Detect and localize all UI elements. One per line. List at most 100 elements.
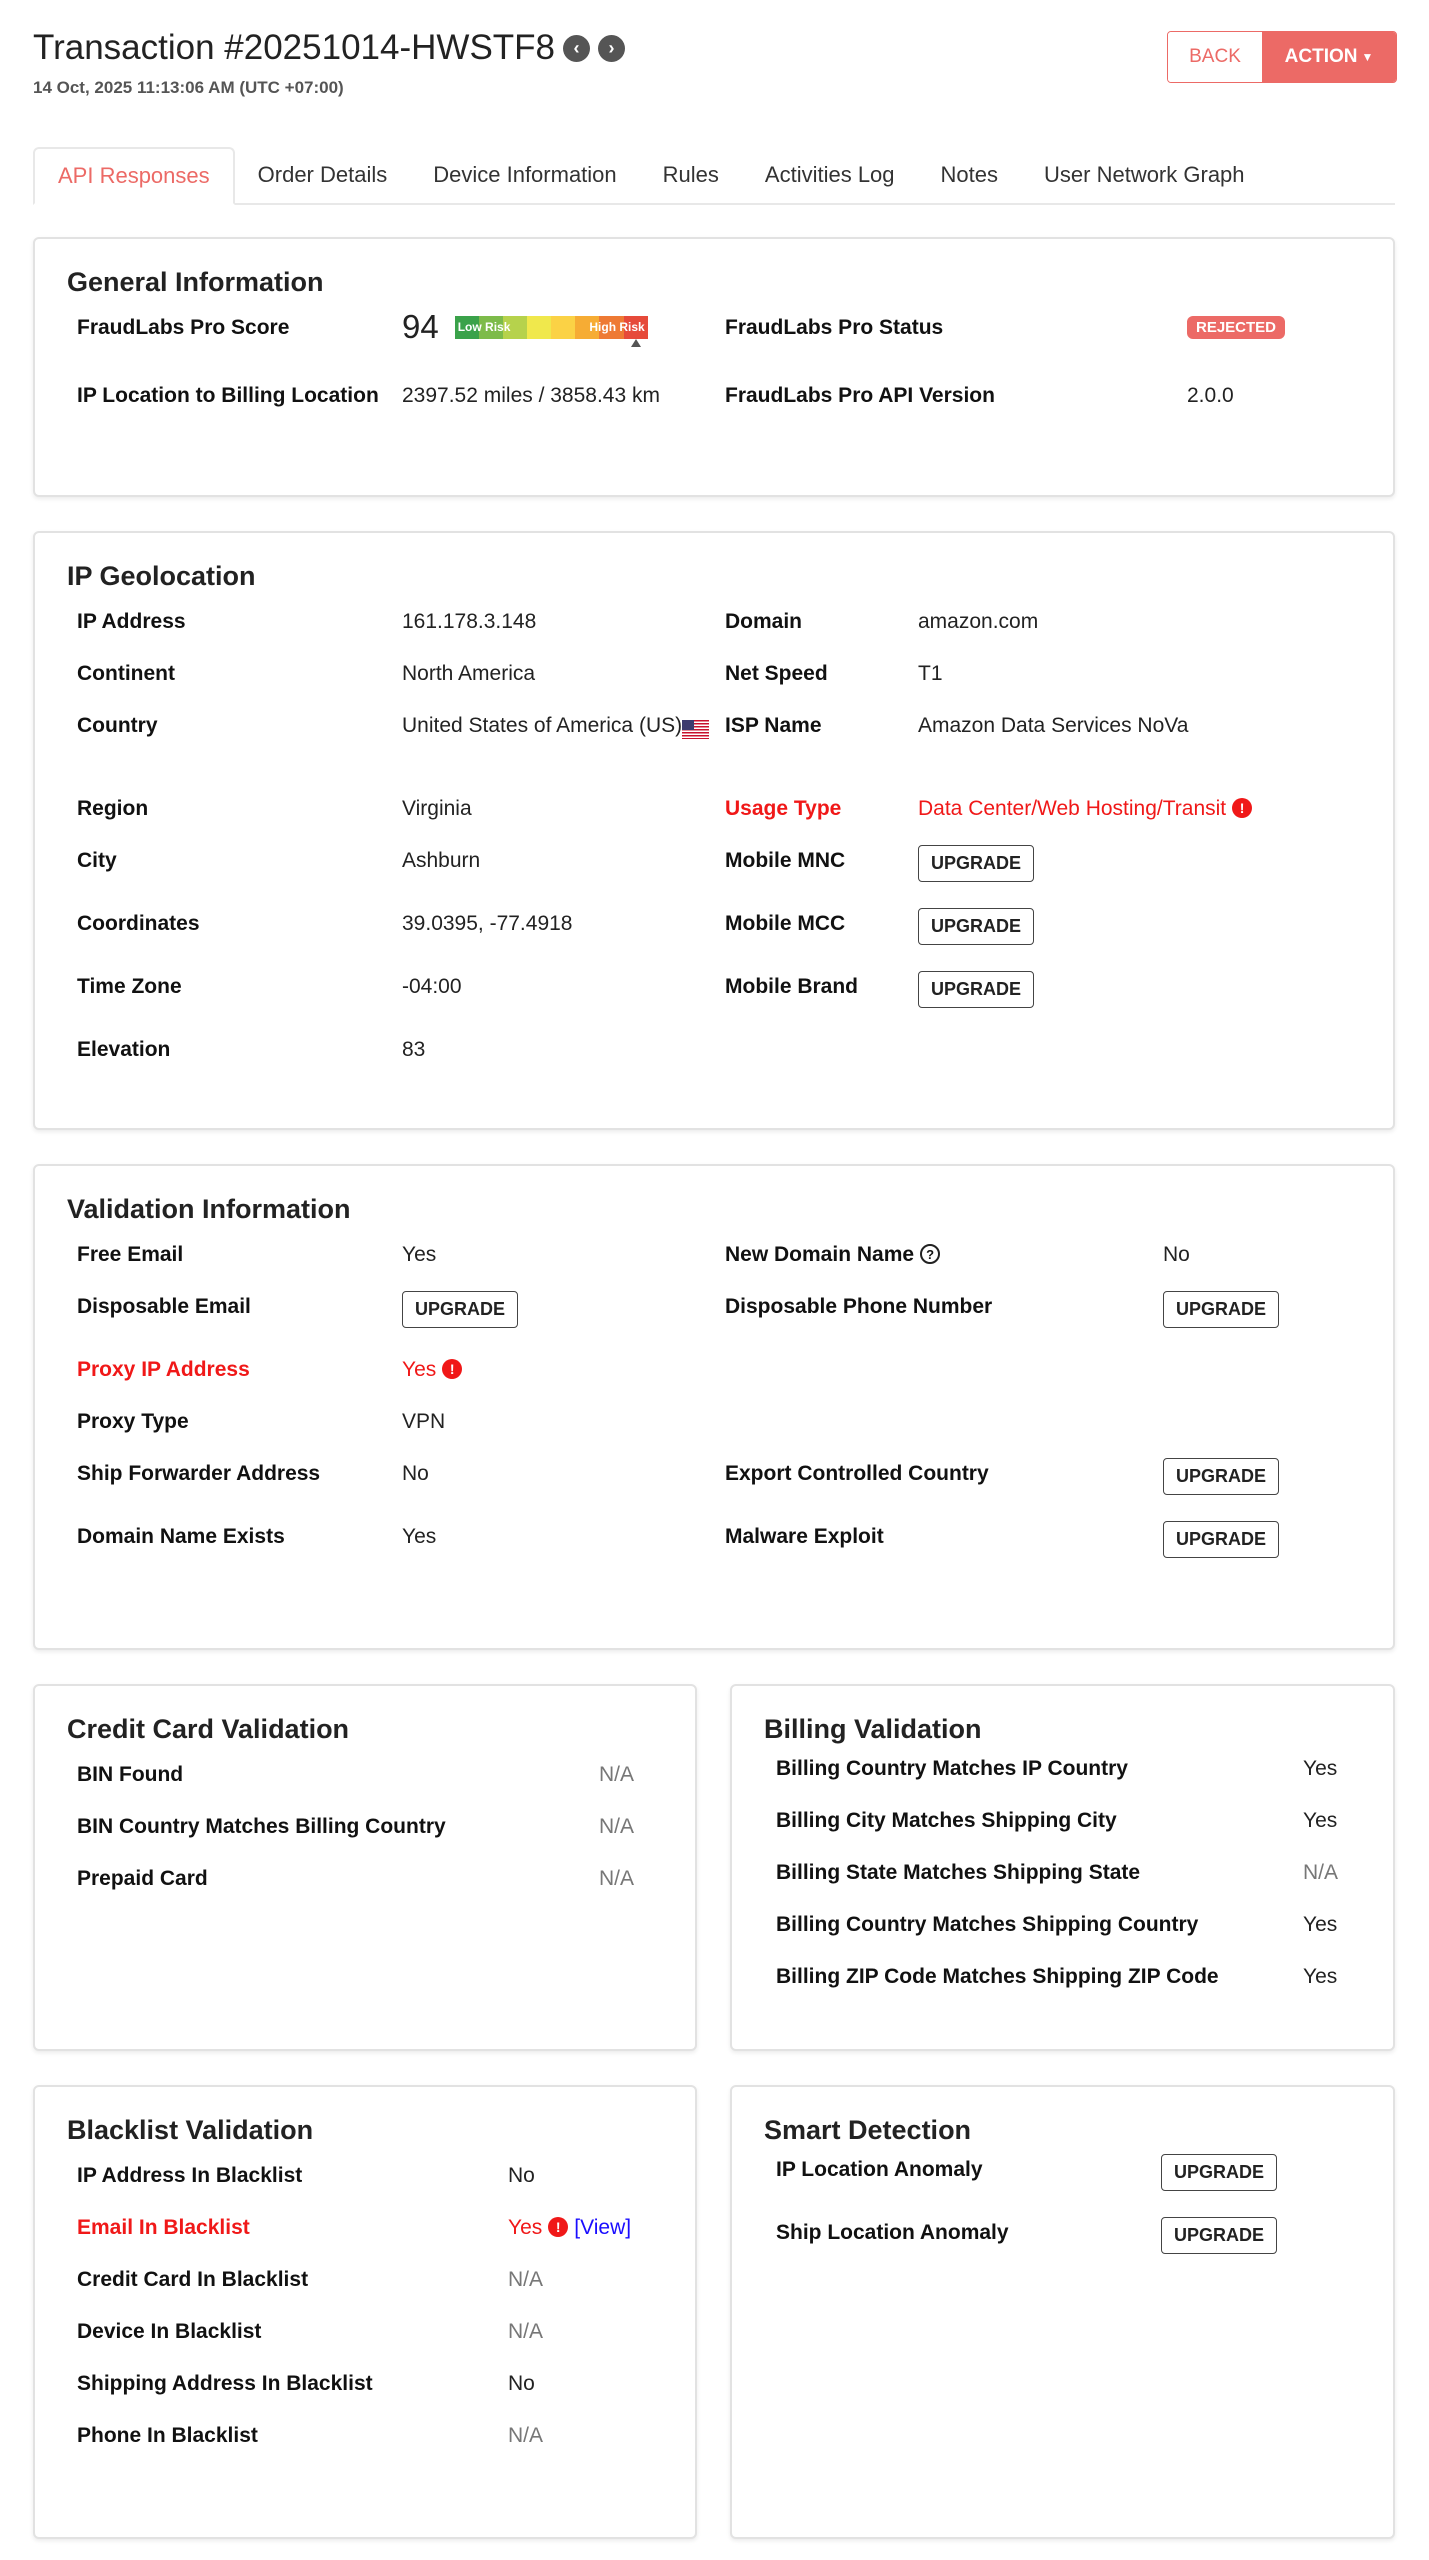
tab-activities-log[interactable]: Activities Log (764, 162, 895, 187)
proxy-ip-address-label: Proxy IP Address (77, 1358, 250, 1381)
card-title: General Information (67, 267, 324, 297)
coordinates-label: Coordinates (77, 912, 200, 935)
credit-card-in-blacklist-value: N/A (508, 2268, 678, 2320)
api-version-label: FraudLabs Pro API Version (725, 384, 995, 407)
value-text: Yes (508, 2216, 543, 2239)
tab-device-information[interactable]: Device Information (433, 162, 617, 187)
ip-location-anomaly-value: UPGRADE (1161, 2154, 1301, 2221)
ship-location-anomaly-value: UPGRADE (1161, 2217, 1301, 2284)
value-text: N/A (599, 1867, 635, 1890)
mobile-mcc-value: UPGRADE (918, 908, 1398, 975)
upgrade-button[interactable]: UPGRADE (918, 845, 1035, 882)
value-text: No (402, 1462, 429, 1485)
device-in-blacklist-value: N/A (508, 2320, 678, 2372)
tab-bar: API Responses Order Details Device Informa… (33, 147, 1395, 205)
billing-grid: Billing Country Matches IP Country Yes Bil… (764, 1757, 1393, 2017)
upgrade-button[interactable]: UPGRADE (402, 1291, 519, 1328)
value-text: Virginia (402, 797, 472, 820)
next-transaction-icon[interactable]: › (598, 34, 626, 62)
billing-city-matches-shipping-city-label: Billing City Matches Shipping City (776, 1809, 1117, 1832)
value-text: Yes (1303, 1913, 1338, 1936)
view-link[interactable]: [View] (574, 2216, 632, 2239)
action-dropdown-button[interactable]: ACTION ▼ (1262, 32, 1396, 82)
billing-country-matches-shipping-country-value: Yes (1303, 1913, 1383, 1965)
email-in-blacklist-value: Yes! [View] (508, 2216, 678, 2268)
ip-address-in-blacklist-value: No (508, 2164, 678, 2216)
value-text: N/A (508, 2424, 544, 2447)
net-speed-label: Net Speed (725, 662, 828, 685)
help-icon[interactable]: ? (920, 1244, 941, 1264)
new-domain-name-value: No (1163, 1243, 1363, 1295)
billing-zip-code-matches-shipping-zip-code-label: Billing ZIP Code Matches Shipping ZIP Co… (776, 1965, 1219, 1988)
bin-country-matches-billing-country-label: BIN Country Matches Billing Country (77, 1815, 446, 1838)
domain-label: Domain (725, 610, 803, 633)
back-button[interactable]: BACK (1168, 32, 1262, 82)
score-number: 94 (402, 308, 439, 345)
billing-country-matches-ip-country-value: Yes (1303, 1757, 1383, 1809)
us-flag-icon (682, 720, 710, 739)
upgrade-button[interactable]: UPGRADE (1161, 2154, 1278, 2191)
status-value: REJECTED (1187, 316, 1387, 384)
coordinates-value: 39.0395, -77.4918 (402, 912, 725, 975)
prev-transaction-icon[interactable]: ‹ (563, 34, 591, 62)
mobile-brand-label: Mobile Brand (725, 975, 859, 998)
card-title: Validation Information (67, 1194, 351, 1224)
distance-value: 2397.52 miles / 3858.43 km (402, 384, 660, 407)
tab-notes[interactable]: Notes (940, 162, 999, 187)
free-email-label: Free Email (77, 1243, 184, 1266)
time-zone-value: -04:00 (402, 975, 725, 1038)
status-badge: REJECTED (1187, 316, 1286, 339)
value-text: Ashburn (402, 849, 481, 872)
alert-icon: ! (442, 1359, 463, 1379)
validation-grid: Free Email Yes New Domain Name? No Disposabl… (67, 1243, 1393, 1588)
value-text: Yes (1303, 1965, 1338, 1988)
general-information-card: General Information FraudLabs Pro Score … (33, 237, 1395, 497)
tab-rules[interactable]: Rules (662, 162, 719, 187)
domain-name-exists-value: Yes (402, 1525, 725, 1588)
value-text: N/A (599, 1763, 635, 1786)
ip-location-anomaly-label: IP Location Anomaly (776, 2158, 983, 2181)
upgrade-button[interactable]: UPGRADE (1163, 1521, 1280, 1558)
card-title: Smart Detection (764, 2115, 972, 2145)
card-title: Billing Validation (764, 1714, 982, 1744)
value-text: VPN (402, 1410, 446, 1433)
caret-down-icon: ▼ (1361, 50, 1374, 64)
upgrade-button[interactable]: UPGRADE (918, 971, 1035, 1008)
upgrade-button[interactable]: UPGRADE (918, 908, 1035, 945)
time-zone-label: Time Zone (77, 975, 182, 998)
domain-name-exists-label: Domain Name Exists (77, 1525, 285, 1548)
elevation-value: 83 (402, 1038, 725, 1090)
free-email-value: Yes (402, 1243, 725, 1295)
disposable-phone-number-label: Disposable Phone Number (725, 1295, 993, 1318)
tab-api-responses[interactable]: API Responses (33, 147, 235, 205)
ip-geolocation-card: IP Geolocation IP Address 161.178.3.148 Do… (33, 531, 1395, 1130)
value-text: North America (402, 662, 536, 685)
value-text: No (508, 2372, 535, 2395)
score-label: FraudLabs Pro Score (77, 316, 290, 339)
smart-detection-card: Smart Detection IP Location Anomaly UPGRA… (730, 2085, 1395, 2539)
prepaid-card-label: Prepaid Card (77, 1867, 208, 1890)
value-text: United States of America (US) (402, 714, 683, 737)
value-text: N/A (508, 2268, 544, 2291)
value-text: Yes (402, 1358, 437, 1381)
shipping-address-in-blacklist-value: No (508, 2372, 678, 2424)
continent-label: Continent (77, 662, 175, 685)
disposable-phone-number-value: UPGRADE (1163, 1291, 1363, 1358)
billing-state-matches-shipping-state-value: N/A (1303, 1861, 1383, 1913)
proxy-ip-address-value: Yes! (402, 1358, 725, 1410)
mobile-brand-value: UPGRADE (918, 971, 1398, 1038)
export-controlled-country-label: Export Controlled Country (725, 1462, 989, 1485)
billing-zip-code-matches-shipping-zip-code-value: Yes (1303, 1965, 1383, 2017)
billing-city-matches-shipping-city-value: Yes (1303, 1809, 1383, 1861)
value-text: Yes (402, 1525, 437, 1548)
upgrade-button[interactable]: UPGRADE (1161, 2217, 1278, 2254)
value-text: N/A (599, 1815, 635, 1838)
upgrade-button[interactable]: UPGRADE (1163, 1291, 1280, 1328)
ip-address-in-blacklist-label: IP Address In Blacklist (77, 2164, 303, 2187)
value-text: Yes (1303, 1757, 1338, 1780)
upgrade-button[interactable]: UPGRADE (1163, 1458, 1280, 1495)
tab-user-network-graph[interactable]: User Network Graph (1044, 162, 1245, 187)
proxy-type-value: VPN (402, 1410, 725, 1462)
distance-label: IP Location to Billing Location (77, 384, 379, 407)
tab-order-details[interactable]: Order Details (257, 162, 388, 187)
